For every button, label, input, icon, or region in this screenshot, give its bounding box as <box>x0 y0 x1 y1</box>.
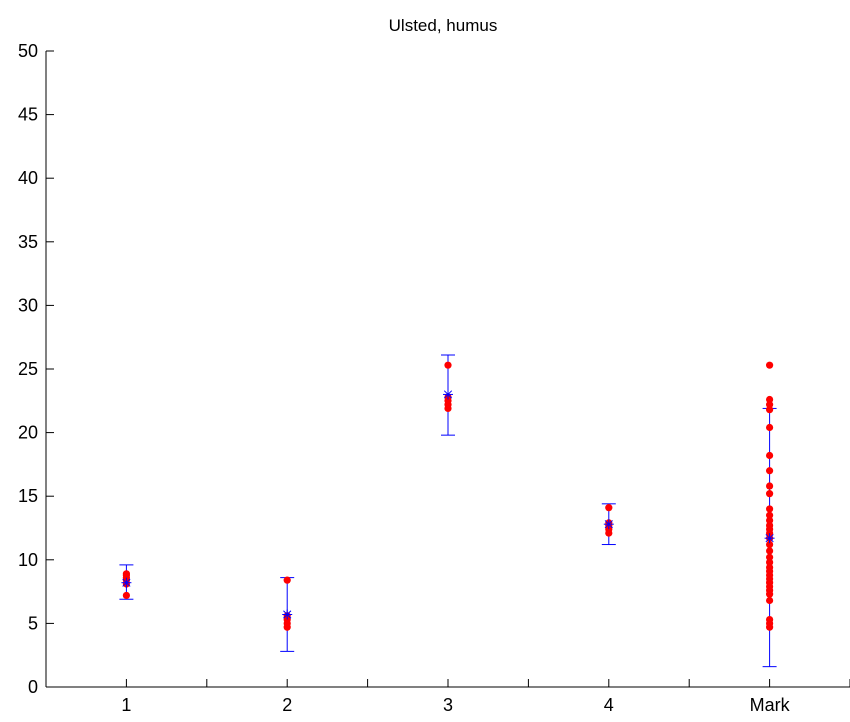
data-point <box>766 482 774 490</box>
data-point <box>283 576 291 584</box>
y-tick-label: 25 <box>18 359 38 379</box>
data-point <box>766 395 774 404</box>
data-point <box>766 596 774 605</box>
data-point <box>766 547 774 555</box>
data-point <box>766 563 774 572</box>
y-tick-label: 20 <box>18 423 38 443</box>
mean-marker <box>443 389 453 400</box>
x-tick-label: 1 <box>121 695 131 715</box>
data-point <box>766 451 774 460</box>
data-point <box>766 553 774 561</box>
y-tick-label: 40 <box>18 168 38 188</box>
y-tick-label: 50 <box>18 41 38 61</box>
data-point <box>766 615 774 624</box>
data-point <box>766 521 774 530</box>
data-point <box>766 540 774 549</box>
y-tick-label: 5 <box>28 613 38 633</box>
x-tick-label: 2 <box>282 695 292 715</box>
chart-title: Ulsted, humus <box>389 16 498 35</box>
x-tick-label: 3 <box>443 695 453 715</box>
mean-marker <box>764 533 775 544</box>
data-point <box>766 467 774 475</box>
y-tick-label: 35 <box>18 232 38 252</box>
y-tick-label: 15 <box>18 486 38 506</box>
data-point <box>766 511 774 519</box>
data-point <box>122 570 130 578</box>
y-axis-ticks: 0 5 10 15 20 25 30 35 40 45 50 <box>18 41 54 697</box>
x-tick-label: Mark <box>750 695 791 715</box>
data-point <box>122 591 130 600</box>
y-tick-label: 45 <box>18 105 38 125</box>
y-tick-label: 0 <box>28 677 38 697</box>
mean-markers <box>121 389 775 620</box>
data-point <box>766 401 774 409</box>
x-axis-ticks: 1 2 3 4 Mark <box>45 679 850 715</box>
mean-marker <box>121 577 132 588</box>
data-point <box>766 505 774 513</box>
data-point <box>766 406 774 414</box>
x-tick-label: 4 <box>604 695 614 715</box>
y-tick-label: 10 <box>18 550 38 570</box>
data-point <box>605 504 613 512</box>
y-tick-label: 30 <box>18 295 38 315</box>
mean-marker <box>603 519 614 530</box>
mean-marker <box>282 609 293 620</box>
data-point <box>766 558 774 566</box>
data-points <box>122 361 774 631</box>
data-point <box>444 361 452 369</box>
data-point <box>766 516 774 524</box>
data-point <box>766 423 774 432</box>
data-point <box>766 490 774 498</box>
data-point <box>766 361 774 369</box>
